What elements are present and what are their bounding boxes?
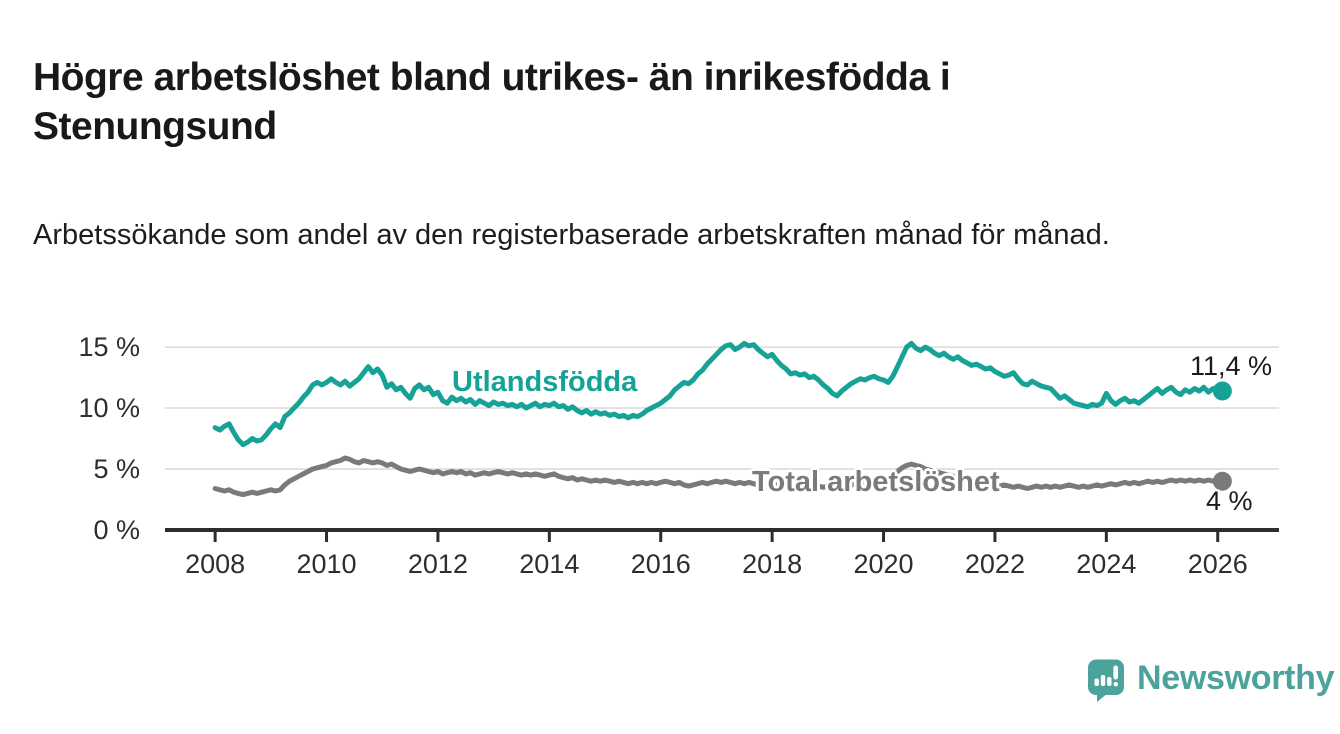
chart-subtitle: Arbetssökande som andel av den registerb… [33,219,1110,251]
end-value-label-utlandsfodda: 11,4 % [1190,351,1273,381]
series-label-total-arbetsloshet: Total arbetslöshet [752,466,1000,498]
x-tick-label-2012: 2012 [408,549,468,579]
bar-chart-speech-bubble-icon [1088,659,1124,702]
series-label-utlandsfodda: Utlandsfödda [452,366,638,398]
x-tick-label-2016: 2016 [631,549,691,579]
end-value-label-total: 4 % [1206,486,1253,516]
x-tick-label-2010: 2010 [296,549,356,579]
y-tick-label-10: 10 % [78,393,140,423]
y-tick-label-15: 15 % [78,332,140,362]
newsworthy-logo-text: Newsworthy [1137,659,1335,697]
x-tick-label-2018: 2018 [742,549,802,579]
x-tick-label-2020: 2020 [853,549,913,579]
x-tick-label-2022: 2022 [965,549,1025,579]
series-line-0 [212,340,1225,448]
x-tick-label-2008: 2008 [185,549,245,579]
series-end-dot-0 [1212,381,1232,401]
page-title: Högre arbetslöshet bland utrikes- än inr… [33,56,951,149]
y-tick-label-5: 5 % [93,454,140,484]
newsworthy-logo: Newsworthy [1086,658,1335,702]
series-end-dot-1 [1212,471,1232,491]
x-tick-label-2014: 2014 [519,549,579,579]
x-tick-label-2026: 2026 [1188,549,1248,579]
x-tick-label-2024: 2024 [1076,549,1136,579]
y-tick-label-0: 0 % [93,515,140,545]
series-line-1 [212,455,1225,498]
